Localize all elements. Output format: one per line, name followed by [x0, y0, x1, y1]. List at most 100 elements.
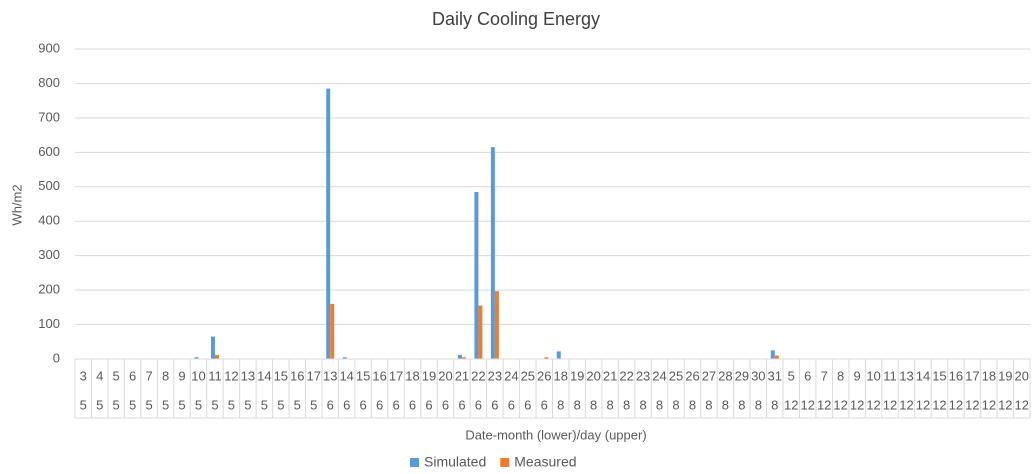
y-tick-label: 500: [38, 178, 60, 193]
x-group-label: 6: [491, 397, 498, 412]
x-group-label: 6: [442, 397, 449, 412]
x-group-label: 5: [228, 397, 235, 412]
x-group-label: 12: [965, 397, 979, 412]
x-group-label: 6: [392, 397, 399, 412]
x-tick-label: 12: [224, 368, 238, 383]
x-tick-label: 13: [241, 368, 255, 383]
x-tick-label: 8: [162, 368, 169, 383]
y-tick-label: 700: [38, 109, 60, 124]
x-group-label: 5: [294, 397, 301, 412]
x-group-label: 8: [738, 397, 745, 412]
bar: [330, 303, 335, 359]
x-group-label: 6: [508, 397, 515, 412]
x-group-label: 8: [689, 397, 696, 412]
x-tick-label: 26: [537, 368, 551, 383]
x-group-label: 5: [277, 397, 284, 412]
x-tick-label: 10: [191, 368, 205, 383]
x-tick-label: 17: [965, 368, 979, 383]
x-tick-label: 11: [883, 368, 897, 383]
x-group-label: 5: [244, 397, 251, 412]
x-group-label: 5: [195, 397, 202, 412]
x-tick-label: 23: [636, 368, 650, 383]
bar: [461, 357, 466, 359]
bar: [342, 357, 347, 359]
x-tick-label: 29: [735, 368, 749, 383]
y-tick-label: 400: [38, 213, 60, 228]
legend-label: Simulated: [424, 454, 486, 470]
x-tick-label: 8: [837, 368, 844, 383]
y-tick-label: 600: [38, 144, 60, 159]
x-group-label: 6: [524, 397, 531, 412]
x-group-label: 12: [916, 397, 930, 412]
x-tick-label: 13: [323, 368, 337, 383]
bar: [210, 336, 215, 359]
x-tick-label: 15: [274, 368, 288, 383]
x-tick-label: 11: [208, 368, 222, 383]
x-group-label: 5: [178, 397, 185, 412]
x-tick-label: 16: [949, 368, 963, 383]
x-group-label: 6: [541, 397, 548, 412]
x-group-label: 8: [607, 397, 614, 412]
x-group-label: 8: [705, 397, 712, 412]
y-tick-label: 800: [38, 75, 60, 90]
x-group-label: 8: [672, 397, 679, 412]
bar: [774, 355, 779, 359]
x-tick-label: 22: [619, 368, 633, 383]
x-group-label: 12: [949, 397, 963, 412]
x-tick-label: 30: [751, 368, 765, 383]
x-tick-label: 31: [768, 368, 782, 383]
y-tick-label: 100: [38, 316, 60, 331]
x-tick-label: 18: [405, 368, 419, 383]
x-tick-label: 26: [685, 368, 699, 383]
x-group-label: 6: [425, 397, 432, 412]
x-group-label: 5: [129, 397, 136, 412]
x-group-label: 6: [376, 397, 383, 412]
bar: [490, 147, 495, 359]
x-group-label: 5: [113, 397, 120, 412]
x-group-label: 8: [590, 397, 597, 412]
x-tick-label: 19: [570, 368, 584, 383]
x-tick-label: 5: [113, 368, 120, 383]
bar: [544, 357, 549, 359]
x-group-label: 12: [833, 397, 847, 412]
x-group-label: 8: [722, 397, 729, 412]
x-tick-label: 3: [80, 368, 87, 383]
legend-swatch: [500, 458, 510, 467]
x-tick-label: 23: [488, 368, 502, 383]
x-tick-label: 21: [455, 368, 469, 383]
x-tick-label: 14: [916, 368, 930, 383]
legend-label: Measured: [514, 454, 576, 470]
x-tick-label: 16: [290, 368, 304, 383]
x-group-label: 8: [656, 397, 663, 412]
x-group-label: 8: [755, 397, 762, 412]
x-tick-label: 19: [998, 368, 1012, 383]
x-group-label: 5: [211, 397, 218, 412]
x-group-label: 5: [310, 397, 317, 412]
x-group-label: 12: [800, 397, 814, 412]
x-tick-label: 18: [982, 368, 996, 383]
x-tick-label: 20: [438, 368, 452, 383]
x-group-label: 5: [145, 397, 152, 412]
legend-swatch: [410, 458, 419, 467]
x-axis-title: Date-month (lower)/day (upper): [465, 427, 646, 442]
x-tick-label: 15: [356, 368, 370, 383]
bar: [326, 88, 331, 359]
x-tick-label: 21: [603, 368, 617, 383]
bar: [194, 357, 199, 359]
x-group-label: 6: [327, 397, 334, 412]
x-group-label: 8: [623, 397, 630, 412]
bar: [494, 291, 499, 359]
x-group-label: 5: [80, 397, 87, 412]
x-group-label: 6: [409, 397, 416, 412]
x-group-label: 12: [883, 397, 897, 412]
x-group-label: 12: [1015, 397, 1029, 412]
x-group-label: 6: [360, 397, 367, 412]
x-tick-label: 6: [804, 368, 811, 383]
bar: [214, 354, 219, 359]
chart-title: Daily Cooling Energy: [432, 9, 600, 29]
y-tick-label: 300: [38, 247, 60, 262]
x-tick-label: 19: [422, 368, 436, 383]
bar: [478, 305, 483, 359]
y-axis-title: Wh/m2: [9, 184, 24, 225]
